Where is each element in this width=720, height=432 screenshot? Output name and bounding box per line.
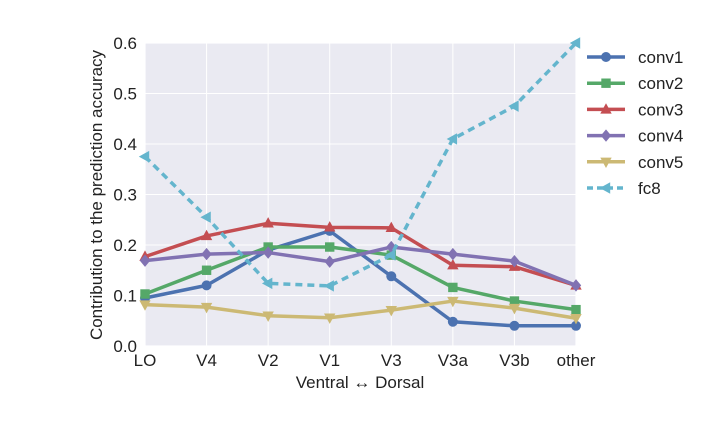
x-tick-label: LO [134, 351, 157, 370]
data-point-fc8 [261, 277, 273, 290]
data-point-fc8 [138, 150, 150, 163]
data-point-conv1 [509, 320, 520, 331]
series-layer [138, 37, 582, 331]
series-conv3 [139, 217, 582, 290]
x-tick-label: V2 [258, 351, 279, 370]
data-point-fc8 [569, 37, 581, 49]
data-point-conv2 [571, 304, 581, 315]
x-tick-label: V3 [381, 351, 402, 370]
legend-marker [600, 157, 612, 168]
series-fc8 [138, 37, 581, 292]
data-point-conv5 [385, 305, 397, 317]
data-point-conv4 [509, 254, 520, 268]
y-axis-label: Contribution to the prediction accuracy [87, 49, 106, 340]
legend-item-conv5: conv5 [587, 153, 683, 172]
data-point-fc8 [508, 100, 519, 112]
data-point-conv3 [385, 221, 397, 233]
y-tick-label: 0.4 [113, 135, 137, 154]
data-point-conv2 [448, 282, 458, 293]
legend-label: fc8 [638, 179, 661, 198]
data-point-conv4 [262, 246, 274, 259]
legend-label: conv4 [638, 127, 683, 146]
plot-border [144, 42, 577, 347]
legend-marker [599, 182, 611, 194]
x-tick-label: V3b [499, 351, 529, 370]
data-point-conv3 [262, 217, 274, 228]
data-point-conv4 [139, 254, 151, 267]
x-tick-label: V1 [319, 351, 340, 370]
data-point-conv1 [201, 280, 212, 291]
y-tick-label: 0.6 [113, 34, 137, 53]
series-line-conv2 [143, 245, 578, 312]
data-point-conv4 [201, 247, 212, 261]
data-point-conv1 [386, 271, 397, 282]
data-point-conv2 [201, 265, 212, 275]
series-conv5 [139, 296, 582, 325]
legend-item-conv2: conv2 [587, 74, 683, 93]
grid-lines [144, 42, 577, 347]
data-point-conv5 [200, 302, 213, 314]
y-tick-label: 0.5 [113, 85, 137, 104]
x-tick-label: other [557, 351, 596, 370]
y-tick-label: 0.1 [113, 287, 137, 306]
y-tick-label: 0.3 [113, 186, 137, 205]
data-point-fc8 [200, 211, 211, 223]
data-point-conv2 [325, 242, 335, 252]
data-point-fc8 [323, 280, 334, 292]
legend-label: conv2 [638, 74, 683, 93]
data-point-conv4 [570, 279, 582, 292]
data-point-conv5 [139, 300, 151, 311]
data-point-conv5 [508, 303, 521, 315]
legend-marker [600, 129, 612, 142]
data-point-conv5 [447, 296, 459, 308]
data-point-conv3 [324, 221, 336, 232]
legend-marker [600, 103, 612, 114]
legend-marker [601, 78, 611, 88]
series-line-conv4 [143, 245, 578, 288]
legend-label: conv3 [638, 100, 683, 119]
data-point-conv5 [570, 314, 582, 325]
series-line-fc8 [143, 41, 578, 288]
data-point-fc8 [446, 133, 458, 145]
data-point-conv5 [324, 313, 336, 324]
x-axis-label: Ventral ↔ Dorsal [296, 373, 425, 392]
series-conv4 [139, 240, 582, 292]
data-point-conv3 [447, 259, 459, 270]
legend: conv1 conv2 conv3 conv4 conv5 fc8 [587, 48, 683, 198]
data-point-conv4 [324, 255, 335, 268]
legend-label: conv5 [638, 153, 683, 172]
data-point-conv1 [447, 316, 458, 327]
y-tick-label: 0.0 [113, 337, 137, 356]
legend-item-conv1: conv1 [587, 48, 683, 67]
x-tick-label: V3a [438, 351, 469, 370]
data-point-conv4 [447, 247, 459, 261]
x-tick-label: V4 [196, 351, 217, 370]
data-point-conv3 [200, 229, 213, 241]
data-point-fc8 [385, 249, 396, 261]
legend-label: conv1 [638, 48, 683, 67]
data-point-conv1 [571, 320, 581, 331]
legend-item-fc8: fc8 [587, 179, 661, 198]
series-line-conv5 [143, 299, 578, 320]
data-point-conv2 [140, 289, 150, 299]
legend-item-conv4: conv4 [587, 127, 683, 146]
series-line-conv3 [143, 221, 578, 288]
legend-marker [601, 52, 611, 62]
axis-ticks: 0.0 0.1 0.2 0.3 0.4 0.5 0.6 LO V4 V2 V1 V3 V3a V3b oth… [113, 34, 595, 370]
y-tick-label: 0.2 [113, 236, 137, 255]
data-point-conv2 [509, 296, 520, 306]
legend-item-conv3: conv3 [587, 100, 683, 119]
data-point-conv5 [262, 311, 274, 322]
